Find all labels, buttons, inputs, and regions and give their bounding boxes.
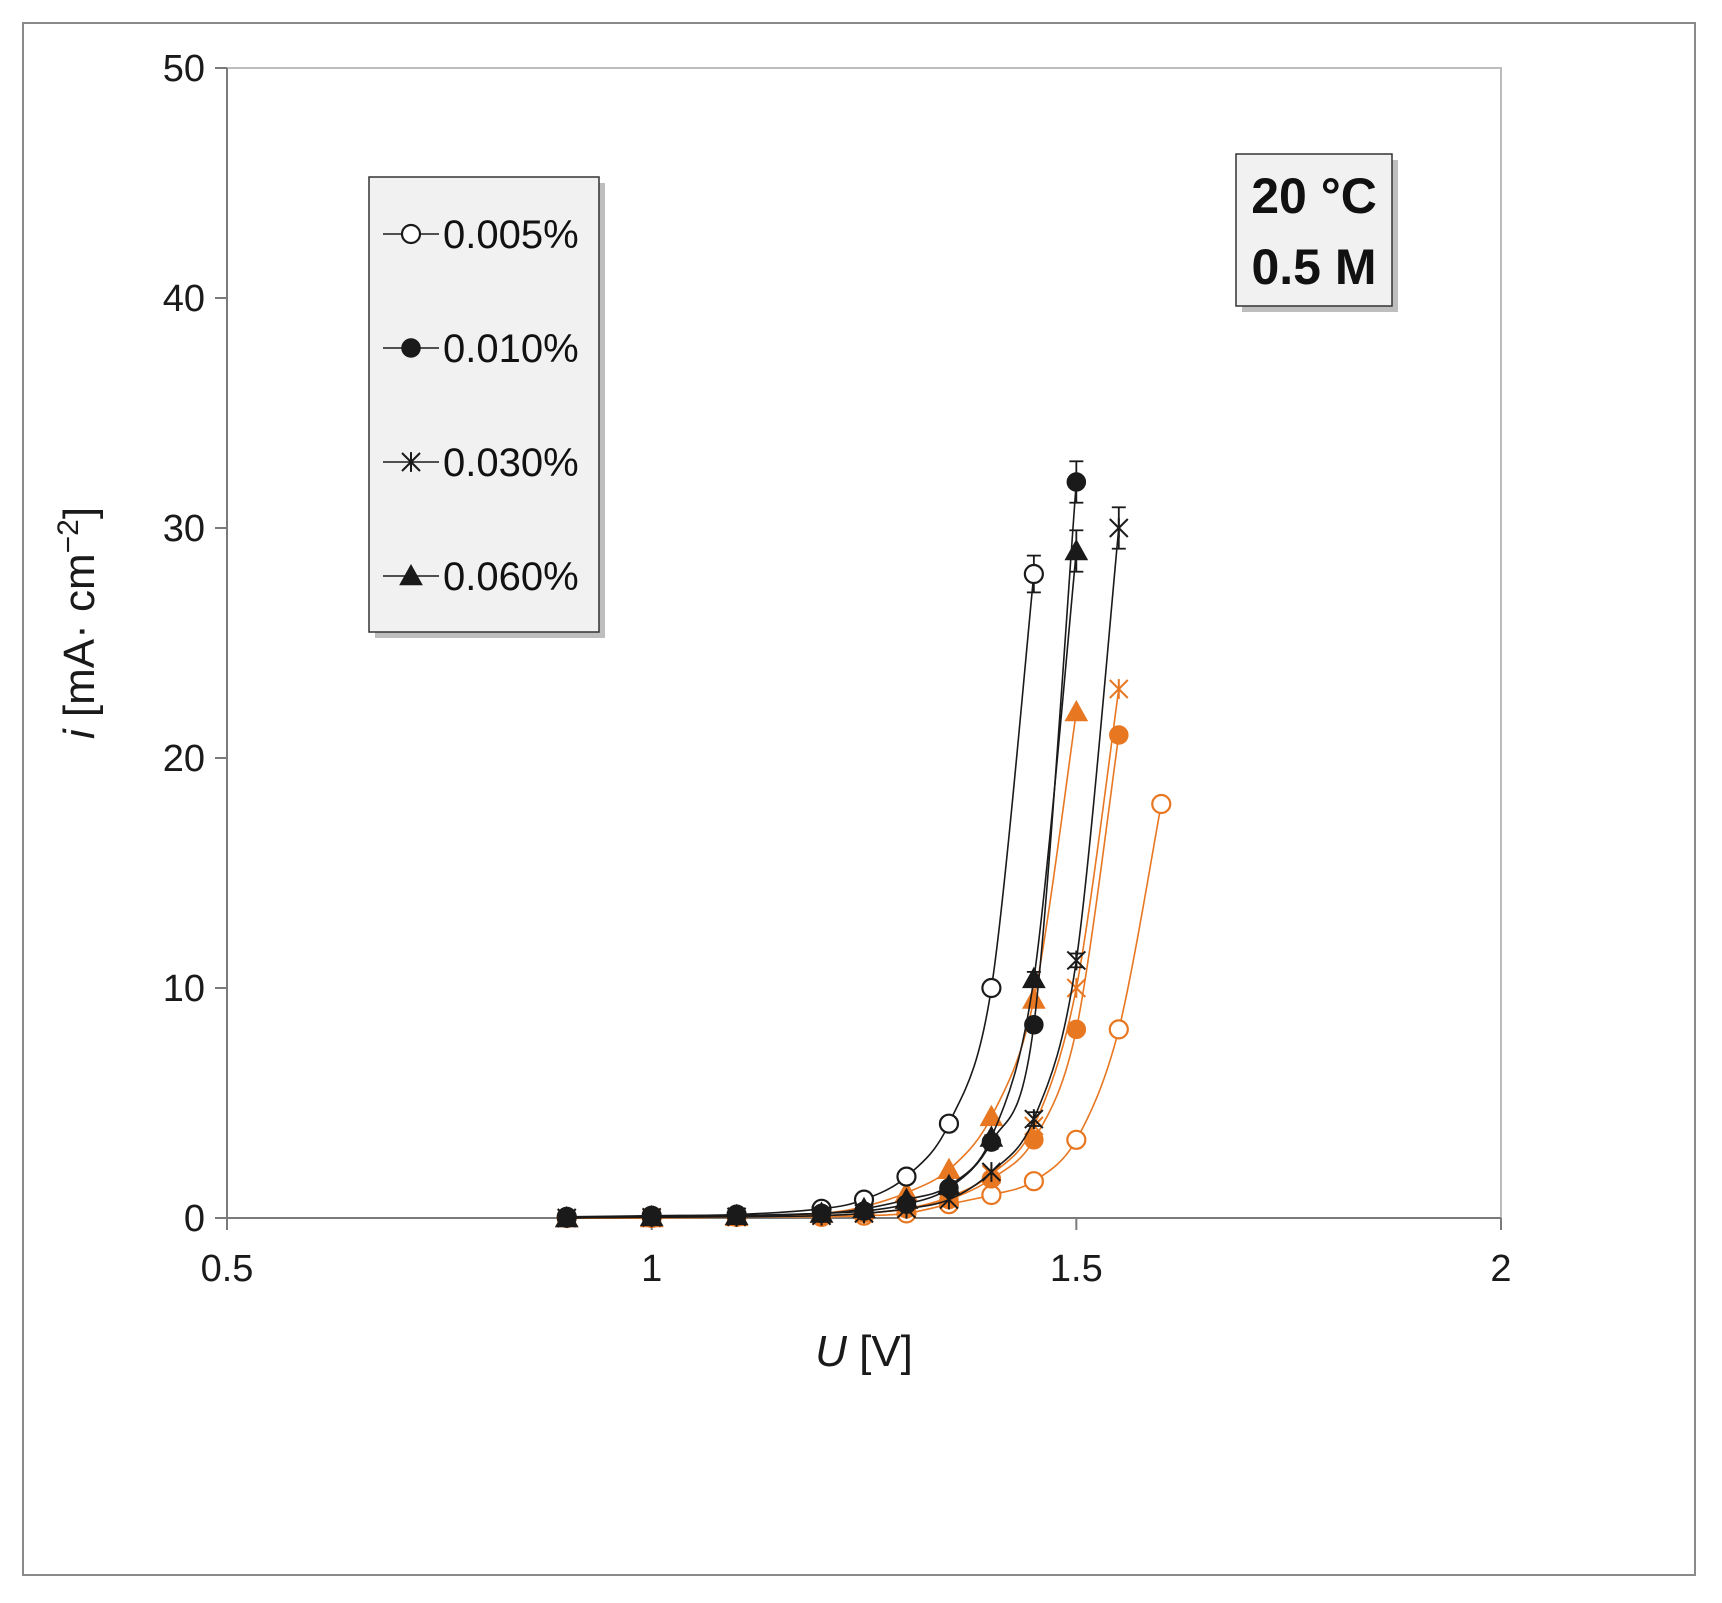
series-line	[566, 550, 1078, 1219]
x-tick-label: 1	[641, 1248, 662, 1290]
data-point	[938, 1113, 960, 1134]
data-point	[979, 1104, 1004, 1127]
series-4	[556, 793, 1172, 1229]
chart-svg: 0 10 20 30 40 50 0.5 1 1.5 2 U [V] i [mA· cm−2] 0.00…	[52, 48, 1512, 1376]
x-tick-label: 2	[1490, 1248, 1511, 1290]
legend-marker	[399, 563, 423, 586]
data-point	[937, 1173, 961, 1196]
annotation-box	[1235, 153, 1393, 307]
data-point	[1066, 1129, 1087, 1150]
legend-marker	[401, 338, 421, 358]
legend-item: 0.010%	[383, 327, 579, 371]
legend-item: 0.005%	[383, 213, 579, 257]
data-point	[979, 1125, 1004, 1147]
data-point	[1024, 1109, 1044, 1129]
data-point	[981, 1162, 1002, 1182]
legend-marker	[401, 452, 421, 472]
y-tick-label: 20	[163, 738, 205, 780]
series-2	[557, 506, 1129, 1228]
y-tick-label: 0	[184, 1198, 205, 1240]
legend-label: 0.030%	[443, 441, 579, 485]
data-point	[1109, 725, 1129, 745]
chart-frame: 0 10 20 30 40 50 0.5 1 1.5 2 U [V] i [mA· cm−2] 0.00…	[22, 22, 1696, 1576]
series-line	[566, 481, 1078, 1219]
series-line	[566, 573, 1035, 1218]
data-point	[1109, 679, 1129, 699]
condition-annotation: 20 °C 0.5 M	[1235, 153, 1398, 312]
data-point	[1066, 472, 1087, 492]
data-point	[639, 1204, 664, 1227]
x-tick-label: 1.5	[1050, 1248, 1103, 1290]
data-point	[809, 1201, 834, 1223]
y-tick-label: 40	[163, 278, 205, 320]
series-3	[554, 529, 1089, 1228]
data-point	[981, 977, 1002, 999]
data-point	[1151, 793, 1172, 815]
annotation-line: 20 °C	[1251, 168, 1377, 224]
series-line	[566, 527, 1120, 1219]
series-0	[556, 554, 1044, 1227]
series-5	[556, 725, 1129, 1228]
legend-label: 0.010%	[443, 327, 579, 371]
legend-marker	[400, 223, 422, 245]
x-axis-title: U [V]	[815, 1327, 913, 1376]
legend-box	[368, 176, 600, 633]
data-point	[852, 1196, 876, 1219]
data-point	[1066, 950, 1087, 971]
data-point	[1024, 1015, 1044, 1035]
data-point	[896, 1166, 917, 1187]
y-tick-label: 30	[163, 508, 205, 550]
legend-item: 0.060%	[383, 555, 579, 599]
data-point	[1023, 1171, 1044, 1192]
series-1	[556, 460, 1087, 1228]
x-tick-label: 0.5	[201, 1248, 254, 1290]
data-point	[1023, 563, 1044, 585]
legend-item: 0.030%	[383, 441, 579, 485]
y-axis-title: i [mA· cm−2]	[52, 507, 105, 739]
data-point	[981, 1184, 1002, 1206]
data-point	[894, 1187, 919, 1209]
data-point	[1108, 1019, 1129, 1040]
legend: 0.005% 0.010% 0.030% 0.060%	[368, 176, 605, 638]
data-point	[724, 1203, 749, 1225]
y-tick-label: 10	[163, 968, 205, 1010]
data-point	[1064, 538, 1089, 561]
y-tick-label: 50	[163, 48, 205, 90]
legend-label: 0.005%	[443, 213, 579, 257]
data-point	[1022, 987, 1046, 1009]
data-point	[1022, 966, 1046, 989]
legend-label: 0.060%	[443, 555, 579, 599]
series-7	[554, 699, 1089, 1228]
data-point	[1109, 518, 1129, 538]
data-point	[554, 1205, 579, 1228]
data-point	[1066, 1019, 1087, 1040]
annotation-line: 0.5 M	[1251, 239, 1376, 295]
data-point	[1064, 699, 1089, 722]
